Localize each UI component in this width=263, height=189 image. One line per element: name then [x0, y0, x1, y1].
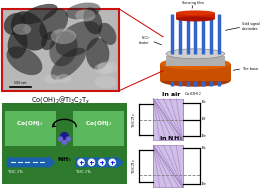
Bar — [153, 146, 183, 187]
Circle shape — [88, 159, 95, 166]
Ellipse shape — [176, 16, 215, 21]
Circle shape — [78, 159, 84, 166]
Circle shape — [63, 140, 67, 144]
Text: Ti$_3$C$_2$T$_x$: Ti$_3$C$_2$T$_x$ — [130, 158, 138, 174]
Text: Ni-Cr
heater: Ni-Cr heater — [139, 36, 149, 45]
Text: NH$_3$: NH$_3$ — [57, 155, 72, 164]
Text: In NH$_3$: In NH$_3$ — [159, 135, 183, 143]
Ellipse shape — [56, 21, 100, 57]
Ellipse shape — [86, 38, 109, 70]
Ellipse shape — [21, 4, 58, 24]
Ellipse shape — [49, 31, 78, 66]
Text: Co(OH)$_2$: Co(OH)$_2$ — [16, 119, 44, 128]
Text: 500 nm: 500 nm — [14, 81, 27, 85]
Text: Ti$_3$C$_2$T$_x$: Ti$_3$C$_2$T$_x$ — [75, 169, 93, 176]
Bar — [160, 64, 230, 81]
Bar — [153, 99, 183, 140]
Ellipse shape — [8, 29, 28, 59]
Ellipse shape — [160, 58, 230, 70]
Ellipse shape — [56, 74, 71, 83]
FancyArrow shape — [7, 156, 56, 169]
Text: The base: The base — [242, 67, 258, 71]
Ellipse shape — [83, 7, 102, 34]
Bar — [73, 111, 124, 146]
Ellipse shape — [94, 63, 113, 74]
Ellipse shape — [176, 10, 215, 15]
FancyArrow shape — [75, 156, 124, 169]
Ellipse shape — [41, 32, 57, 50]
Text: E$_v$: E$_v$ — [201, 180, 208, 188]
Bar — [2, 9, 119, 91]
Circle shape — [60, 132, 68, 140]
Bar — [5, 111, 56, 146]
Ellipse shape — [11, 11, 48, 50]
Ellipse shape — [51, 48, 86, 80]
Text: E$_v$: E$_v$ — [201, 133, 208, 140]
Ellipse shape — [39, 8, 68, 40]
Bar — [166, 56, 225, 66]
Bar — [176, 13, 215, 19]
Text: In air: In air — [162, 92, 180, 97]
Ellipse shape — [166, 49, 225, 59]
Ellipse shape — [51, 29, 76, 44]
Ellipse shape — [75, 9, 95, 22]
Text: Ti$_3$C$_2$T$_x$: Ti$_3$C$_2$T$_x$ — [7, 169, 24, 176]
Text: Co(OH)$_2$@Ti$_3$C$_2$T$_x$: Co(OH)$_2$@Ti$_3$C$_2$T$_x$ — [31, 94, 90, 105]
Circle shape — [59, 137, 63, 141]
Ellipse shape — [97, 61, 118, 74]
Ellipse shape — [7, 46, 42, 75]
Circle shape — [109, 159, 115, 166]
Text: Ti$_3$C$_2$T$_x$: Ti$_3$C$_2$T$_x$ — [130, 112, 138, 128]
Text: E$_c$: E$_c$ — [201, 99, 208, 106]
Ellipse shape — [98, 23, 117, 45]
Ellipse shape — [13, 24, 31, 35]
Text: Gold signal
electrodes: Gold signal electrodes — [242, 22, 260, 31]
Ellipse shape — [160, 75, 230, 87]
Text: Co(OH)$_2$: Co(OH)$_2$ — [85, 119, 113, 128]
Text: Co(OH)$_2$: Co(OH)$_2$ — [184, 90, 201, 98]
Ellipse shape — [4, 13, 26, 35]
Text: Sensing film: Sensing film — [183, 1, 204, 5]
Ellipse shape — [44, 74, 59, 84]
Bar — [2, 103, 127, 184]
Circle shape — [99, 159, 105, 166]
Ellipse shape — [95, 75, 116, 88]
Text: E$_c$: E$_c$ — [201, 145, 208, 152]
Text: E$_f$: E$_f$ — [201, 116, 208, 123]
Ellipse shape — [66, 2, 100, 19]
Circle shape — [67, 137, 70, 141]
